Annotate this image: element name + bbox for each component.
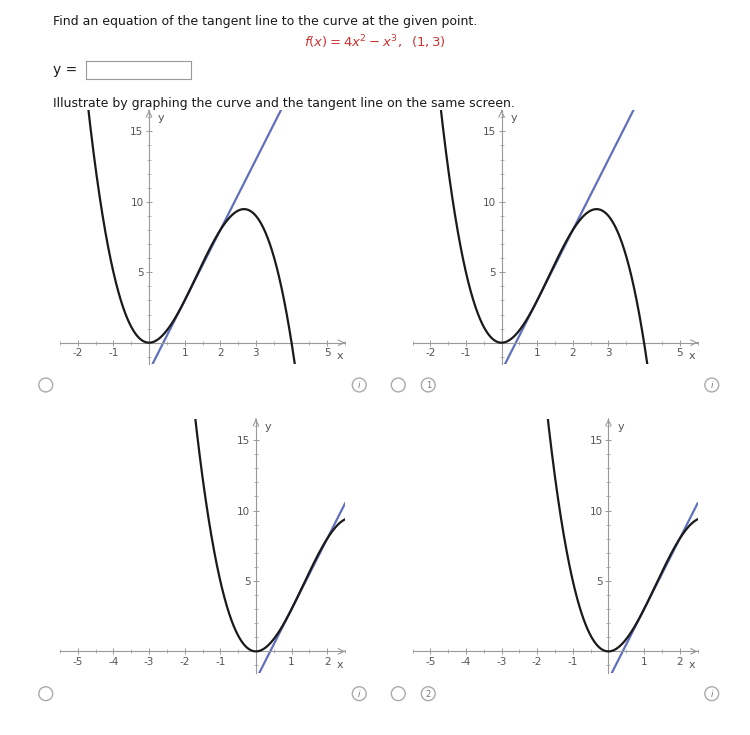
Text: $f(x) = 4x^2 - x^3, \;\; (1, 3)$: $f(x) = 4x^2 - x^3, \;\; (1, 3)$ bbox=[304, 34, 446, 51]
Text: Find an equation of the tangent line to the curve at the given point.: Find an equation of the tangent line to … bbox=[53, 15, 477, 28]
Text: y: y bbox=[158, 113, 164, 123]
Text: 2: 2 bbox=[426, 689, 430, 698]
Text: i: i bbox=[358, 689, 361, 698]
Text: y: y bbox=[617, 422, 624, 431]
Text: 1: 1 bbox=[426, 381, 430, 390]
Text: x: x bbox=[689, 660, 696, 670]
Text: y: y bbox=[265, 422, 272, 431]
Text: y: y bbox=[511, 113, 517, 123]
Text: Illustrate by graphing the curve and the tangent line on the same screen.: Illustrate by graphing the curve and the… bbox=[53, 97, 515, 110]
Text: x: x bbox=[337, 660, 344, 670]
Text: x: x bbox=[337, 351, 344, 361]
Text: i: i bbox=[710, 381, 713, 390]
Text: i: i bbox=[358, 381, 361, 390]
Text: y =: y = bbox=[53, 63, 76, 77]
Text: x: x bbox=[689, 351, 696, 361]
Text: i: i bbox=[710, 689, 713, 698]
